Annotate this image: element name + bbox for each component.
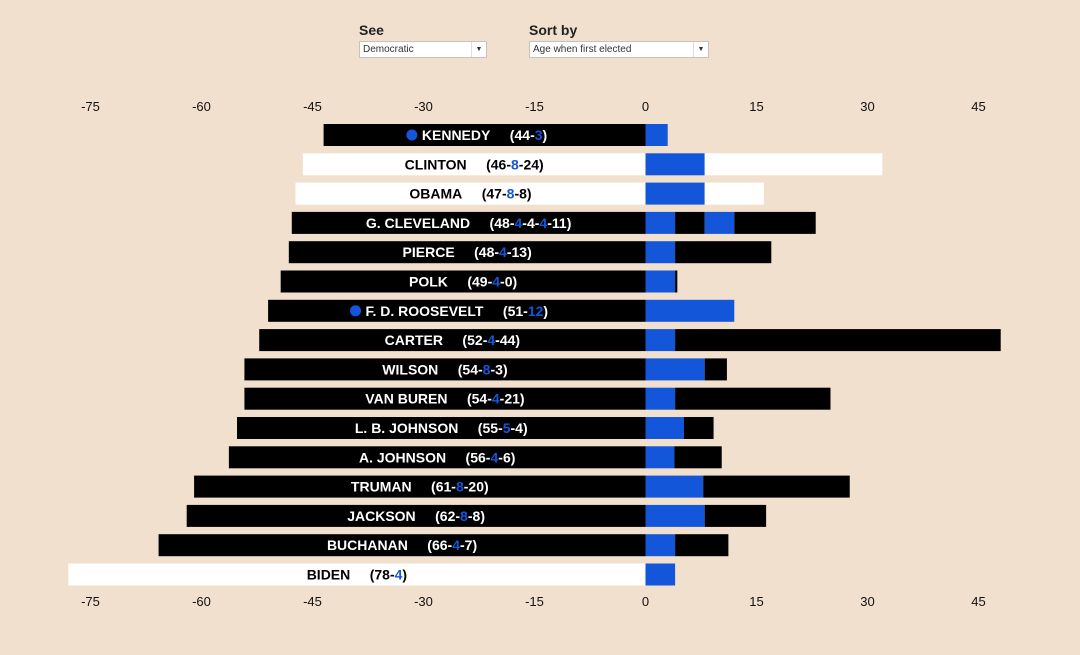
see-dropdown[interactable]: Democratic ▼ — [359, 41, 487, 58]
term-bar — [645, 446, 675, 469]
president-label: WILSON (54-8-3) — [382, 361, 507, 377]
post-presidency-bar — [675, 387, 831, 410]
term-bar — [645, 534, 676, 557]
x-tick-label-bottom: -30 — [414, 594, 433, 609]
term-bar — [645, 504, 705, 527]
post-presidency-bar — [675, 534, 729, 557]
age-bar — [323, 124, 646, 146]
age-bar — [68, 563, 646, 586]
post-presidency-bar — [675, 329, 1001, 352]
president-label: PIERCE (48-4-13) — [403, 244, 532, 260]
x-tick-label-bottom: 45 — [971, 594, 985, 609]
president-label: CARTER (52-4-44) — [385, 332, 520, 348]
x-tick-label-bottom: -60 — [192, 594, 211, 609]
sort-control: Sort by Age when first elected ▼ — [529, 22, 709, 58]
x-tick-label-top: -75 — [81, 99, 100, 114]
x-tick-label-top: 30 — [860, 99, 874, 114]
president-label: BUCHANAN (66-4-7) — [327, 537, 477, 553]
post-presidency-bar — [704, 504, 767, 527]
x-tick-label-top: -60 — [192, 99, 211, 114]
term-bar — [645, 241, 676, 264]
president-label: L. B. JOHNSON (55-5-4) — [355, 420, 528, 436]
post-presidency-bar — [704, 358, 727, 381]
age-bar — [291, 211, 646, 234]
sort-dropdown-value: Age when first elected — [533, 44, 632, 55]
president-label: JACKSON (62-8-8) — [347, 508, 485, 524]
age-bar — [288, 241, 646, 264]
term-bar — [645, 329, 676, 352]
president-label: F. D. ROOSEVELT (51-12) — [365, 303, 548, 319]
term-bar — [645, 475, 704, 498]
term-bar — [675, 211, 705, 234]
age-bar — [158, 534, 646, 557]
term-bar — [645, 299, 735, 322]
chevron-down-icon[interactable]: ▼ — [471, 42, 486, 57]
president-label: A. JOHNSON (56-4-6) — [359, 449, 515, 465]
x-tick-label-bottom: -15 — [525, 594, 544, 609]
post-presidency-bar — [704, 182, 764, 205]
president-label: OBAMA (47-8-8) — [409, 186, 531, 202]
president-label: POLK (49-4-0) — [409, 274, 517, 290]
term-bar — [645, 270, 676, 293]
x-tick-label-top: -30 — [414, 99, 433, 114]
president-label: KENNEDY (44-3) — [422, 127, 547, 143]
president-label: BIDEN (78-4) — [307, 567, 407, 583]
x-tick-label-bottom: 15 — [749, 594, 763, 609]
president-label: TRUMAN (61-8-20) — [351, 479, 489, 495]
president-label: VAN BUREN (54-4-21) — [365, 391, 524, 407]
age-bar — [194, 475, 646, 498]
term-bar — [704, 211, 735, 234]
age-bar — [237, 417, 646, 439]
term-bar — [645, 387, 676, 410]
term-bar — [645, 563, 676, 586]
dot-marker — [349, 305, 361, 317]
post-presidency-bar — [704, 153, 883, 176]
post-presidency-bar — [703, 475, 850, 498]
x-tick-label-top: -15 — [525, 99, 544, 114]
x-tick-label-top: 0 — [642, 99, 649, 114]
term-bar — [645, 358, 705, 381]
sort-dropdown[interactable]: Age when first elected ▼ — [529, 41, 709, 58]
president-label: CLINTON (46-8-24) — [405, 156, 544, 172]
age-bar — [244, 358, 646, 381]
age-bar — [186, 504, 646, 527]
age-bar — [295, 182, 646, 205]
x-tick-label-top: 15 — [749, 99, 763, 114]
age-bar — [280, 270, 646, 293]
see-control: See Democratic ▼ — [359, 22, 487, 58]
see-label: See — [359, 22, 384, 38]
age-bar — [259, 329, 646, 352]
age-bar — [302, 153, 646, 176]
x-tick-label-bottom: 30 — [860, 594, 874, 609]
age-bar — [268, 299, 646, 322]
age-bar — [228, 446, 646, 469]
post-presidency-bar — [675, 241, 772, 264]
sort-label: Sort by — [529, 22, 578, 38]
post-presidency-bar — [683, 417, 714, 439]
dot-marker — [406, 129, 418, 141]
term-bar — [645, 124, 668, 146]
term-bar — [645, 153, 705, 176]
x-tick-label-top: 45 — [971, 99, 985, 114]
president-label: G. CLEVELAND (48-4-4-4-11) — [366, 215, 572, 231]
chevron-down-icon[interactable]: ▼ — [693, 42, 708, 57]
age-bar — [244, 387, 646, 410]
see-dropdown-value: Democratic — [363, 44, 414, 55]
x-tick-label-bottom: 0 — [642, 594, 649, 609]
term-bar — [645, 182, 705, 205]
x-tick-label-bottom: -45 — [303, 594, 322, 609]
term-bar — [645, 211, 676, 234]
term-bar — [645, 417, 684, 439]
post-presidency-bar — [675, 270, 678, 293]
x-tick-label-top: -45 — [303, 99, 322, 114]
post-presidency-bar — [674, 446, 722, 469]
post-presidency-bar — [734, 211, 816, 234]
x-tick-label-bottom: -75 — [81, 594, 100, 609]
